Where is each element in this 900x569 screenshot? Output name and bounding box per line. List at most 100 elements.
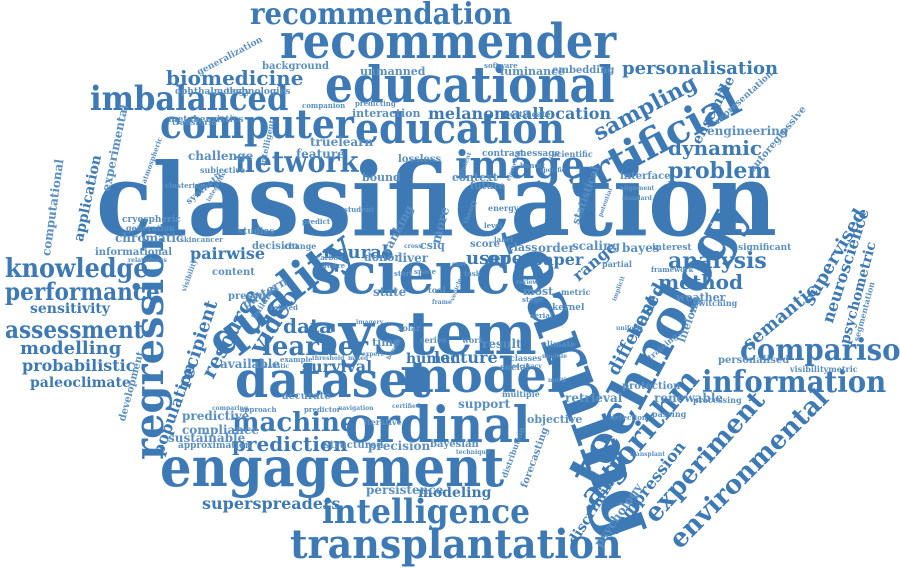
- word-precision: precision: [368, 439, 431, 453]
- word-module: module: [542, 353, 568, 360]
- word-label: label: [494, 235, 514, 244]
- word-unmanned: unmanned: [360, 65, 426, 78]
- word-machine: machine: [232, 408, 357, 438]
- word-climate: climate: [542, 339, 576, 349]
- word-bayesian: bayesian: [430, 439, 479, 450]
- word-certified: certified: [392, 403, 421, 410]
- word-result: result: [482, 337, 522, 351]
- word-stage: stage: [522, 295, 544, 304]
- word-series: series: [420, 335, 447, 345]
- word-truelearn: truelearn: [310, 135, 374, 149]
- word-background: background: [262, 61, 329, 72]
- word-technique: technique: [456, 449, 490, 456]
- word-transplant: transplant: [630, 451, 666, 458]
- word-processing: processing: [693, 395, 742, 405]
- word-uniform: uniform: [616, 325, 644, 332]
- word-carbon: carbon: [316, 253, 344, 262]
- word-weather: weather: [676, 291, 726, 304]
- word-chromatic: chromatic: [115, 231, 184, 245]
- word-relatedness: relatedness: [128, 257, 167, 264]
- word-metaheuristics: metaheuristics: [168, 115, 244, 125]
- word-navigation: navigation: [338, 405, 374, 412]
- word-software: software: [484, 61, 518, 70]
- word-standard: standard: [622, 195, 652, 202]
- word-present: present: [228, 291, 271, 302]
- word-melanoma: melanoma: [428, 104, 522, 123]
- word-probabilistic: probabilistic: [22, 356, 136, 375]
- word-partial: partial: [602, 259, 632, 269]
- word-classes: classes: [510, 353, 542, 363]
- word-cryospheric: cryospheric: [122, 215, 181, 225]
- word-significant: significant: [738, 243, 792, 253]
- word-metric: metric: [561, 287, 591, 297]
- word-visibilitymetric: visibilitymetric: [790, 364, 858, 374]
- word-open: open: [487, 248, 537, 269]
- word-energy: energy: [488, 203, 519, 213]
- word-specific: specific: [540, 167, 566, 174]
- word-multi: multi: [548, 377, 567, 384]
- word-feature: feature: [296, 147, 345, 161]
- word-student: student: [344, 205, 374, 214]
- word-predictive: predictive: [182, 409, 250, 423]
- word-predict: predict: [302, 217, 331, 226]
- word-prediction: prediction: [232, 432, 348, 456]
- word-comparing: comparing: [212, 405, 249, 412]
- word-social: social: [500, 363, 530, 373]
- word-related: related: [270, 303, 298, 312]
- word-sensitivity: sensitivity: [30, 301, 111, 317]
- word-future: future: [470, 181, 506, 192]
- word-problem: problem: [668, 158, 771, 184]
- word-renewable: renewable: [654, 391, 724, 405]
- word-assessment: assessment: [5, 315, 144, 344]
- word-informational: informational: [95, 247, 173, 258]
- word-lecture: lecture: [434, 348, 498, 367]
- word-engineering: engineering: [707, 124, 789, 138]
- word-skincancer: skincancer: [180, 235, 223, 244]
- word-work: work: [462, 335, 484, 345]
- word-bandit: bandit: [520, 161, 546, 170]
- word-predictor: predictor: [304, 405, 341, 414]
- word-state: state: [373, 285, 407, 299]
- word-science: science: [310, 239, 547, 307]
- word-luminance: luminance: [500, 65, 565, 78]
- word-comparison: comparison: [740, 333, 900, 368]
- word-method: method: [658, 270, 743, 294]
- word-recommender: recommender: [280, 14, 617, 70]
- word-aerial: aerial: [530, 311, 553, 320]
- word-engagement: engagement: [160, 435, 505, 499]
- word-embedding: embedding: [552, 65, 615, 76]
- word-image: image: [455, 142, 586, 187]
- word-intelligence: intelligence: [322, 492, 531, 532]
- word-ophthalmology: ophthalmology: [175, 87, 251, 97]
- word-information: information: [702, 365, 887, 400]
- word-biomedicine: biomedicine: [166, 66, 304, 90]
- word-detection: detection: [610, 413, 647, 422]
- word-kernel: kernel: [552, 303, 585, 313]
- word-clustering: clustering: [165, 181, 205, 190]
- word-passing: passing: [652, 409, 687, 419]
- word-start: start: [394, 269, 413, 278]
- word-cost: cost: [452, 261, 466, 268]
- word-subjective: subjective: [200, 165, 246, 175]
- word-predicting: predicting: [355, 99, 396, 108]
- word-recommendation: recommendation: [250, 0, 513, 32]
- word-pairwise: pairwise: [190, 244, 266, 263]
- word-objective: objective: [527, 413, 583, 426]
- word-mixed: mixed: [348, 355, 369, 362]
- word-imbalanced: imbalanced: [90, 79, 289, 119]
- word-certificate: certificate: [505, 109, 551, 119]
- word-frame: frame: [432, 299, 452, 306]
- word-generation: generation: [126, 223, 175, 233]
- word-donor: donor: [364, 251, 401, 264]
- word-review: review: [516, 279, 538, 286]
- word-task: task: [464, 269, 481, 278]
- word-score: score: [470, 239, 501, 250]
- word-retrieval: retrieval: [565, 391, 623, 405]
- word-framework: framework: [651, 265, 694, 274]
- word-allocation: allocation: [522, 104, 612, 123]
- word-modeling: modeling: [418, 485, 492, 501]
- word-ordinal: ordinal: [345, 395, 531, 454]
- word-change: change: [284, 241, 317, 251]
- word-accurate: accurate: [282, 391, 331, 402]
- word-message: message: [517, 149, 561, 159]
